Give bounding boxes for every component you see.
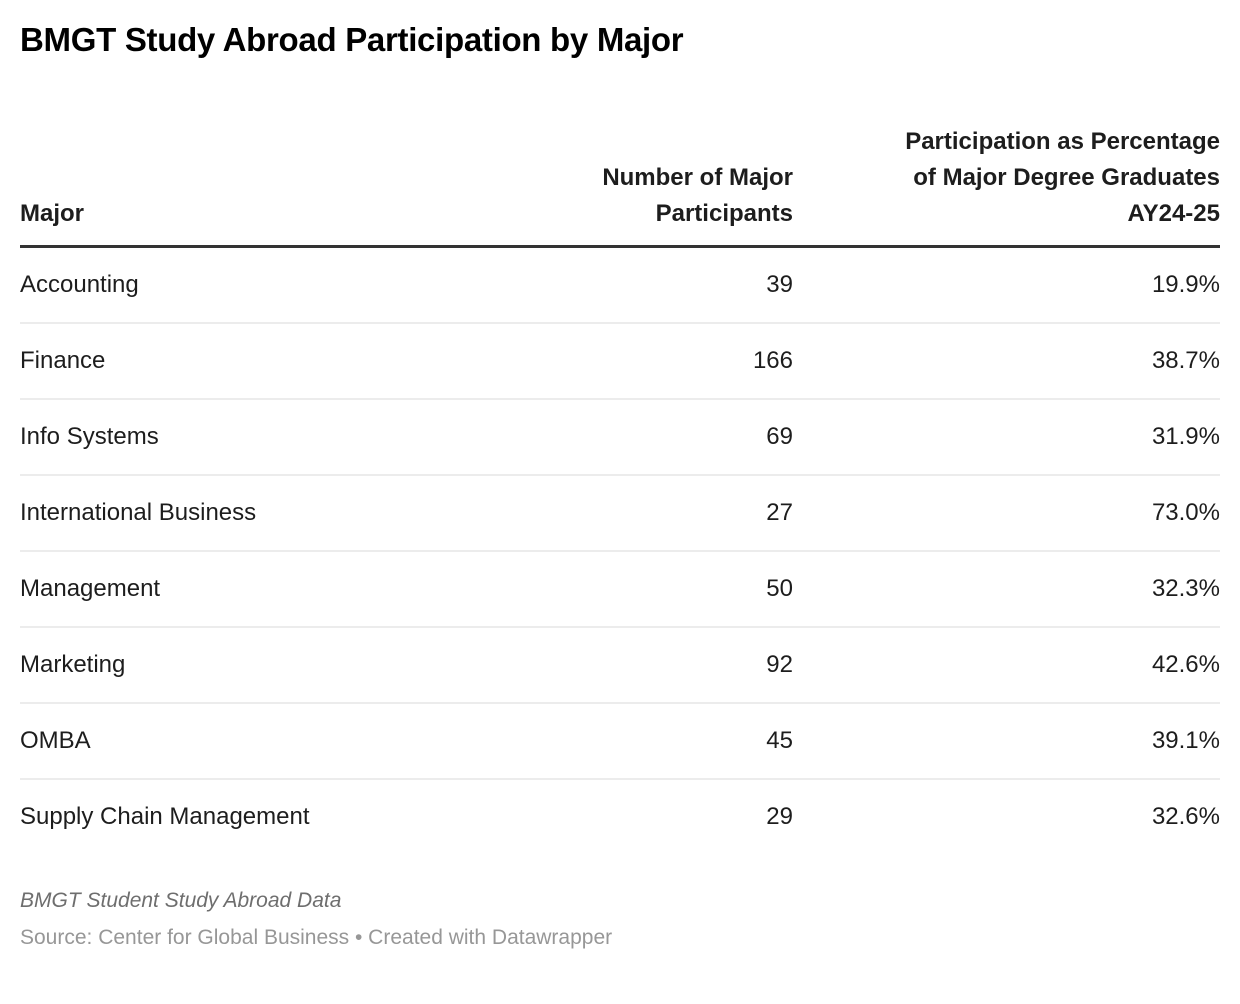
participants-cell: 27 bbox=[560, 475, 793, 552]
percentage-cell: 38.7% bbox=[793, 323, 1220, 400]
table-row: Supply Chain Management 29 32.6% bbox=[20, 779, 1220, 854]
footnote: BMGT Student Study Abroad Data bbox=[20, 889, 342, 912]
table-row: OMBA 45 39.1% bbox=[20, 703, 1220, 780]
table-row: Info Systems 69 31.9% bbox=[20, 399, 1220, 476]
major-cell: OMBA bbox=[20, 703, 560, 780]
major-cell: Accounting bbox=[20, 246, 560, 324]
percentage-cell: 42.6% bbox=[793, 627, 1220, 704]
percentage-cell: 32.3% bbox=[793, 551, 1220, 628]
table-row: International Business 27 73.0% bbox=[20, 475, 1220, 552]
percentage-cell: 39.1% bbox=[793, 703, 1220, 780]
column-header-major: Major bbox=[20, 124, 560, 248]
table-row: Finance 166 38.7% bbox=[20, 323, 1220, 400]
major-cell: Supply Chain Management bbox=[20, 803, 310, 830]
table-header: Major Number of Major Participants Parti… bbox=[20, 124, 1220, 248]
page-title: BMGT Study Abroad Participation by Major bbox=[20, 21, 684, 58]
column-header-percentage: Participation as Percentage of Major Deg… bbox=[793, 124, 1220, 248]
percentage-cell: 19.9% bbox=[793, 246, 1220, 324]
table-row: Accounting 39 19.9% bbox=[20, 246, 1220, 324]
major-cell: Management bbox=[20, 551, 560, 628]
column-header-participants: Number of Major Participants bbox=[560, 124, 793, 248]
participants-cell: 50 bbox=[560, 551, 793, 628]
participation-table: Major Number of Major Participants Parti… bbox=[20, 124, 1220, 854]
source-attribution: Source: Center for Global Business • Cre… bbox=[20, 926, 613, 949]
participants-cell: 29 bbox=[766, 803, 793, 830]
major-cell: Marketing bbox=[20, 627, 560, 704]
table-body: Accounting 39 19.9% Finance 166 38.7% In… bbox=[20, 246, 1220, 855]
major-cell: Info Systems bbox=[20, 399, 560, 476]
table-row: Management 50 32.3% bbox=[20, 551, 1220, 628]
percentage-cell: 31.9% bbox=[793, 399, 1220, 476]
table-header-row: Major Number of Major Participants Parti… bbox=[20, 124, 1220, 248]
percentage-cell: 73.0% bbox=[793, 475, 1220, 552]
major-cell: Finance bbox=[20, 323, 560, 400]
percentage-cell: 32.6% bbox=[1151, 803, 1220, 830]
participants-cell: 69 bbox=[560, 399, 793, 476]
participants-cell: 166 bbox=[560, 323, 793, 400]
participants-cell: 92 bbox=[560, 627, 793, 704]
participants-cell: 45 bbox=[560, 703, 793, 780]
participants-cell: 39 bbox=[560, 246, 793, 324]
major-cell: International Business bbox=[20, 475, 560, 552]
table-row: Marketing 92 42.6% bbox=[20, 627, 1220, 704]
